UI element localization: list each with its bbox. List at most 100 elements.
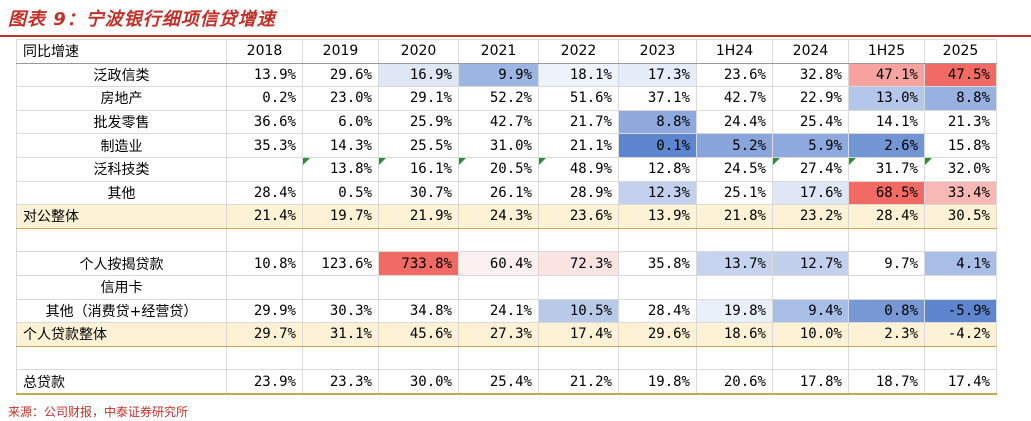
header-period: 2018 <box>226 39 303 64</box>
table-cell: 30.3% <box>302 298 379 324</box>
row-label: 个人按揭贷款 <box>16 251 227 276</box>
table-cell <box>618 227 697 253</box>
row-label: 其他（消费贷+经营贷） <box>16 298 227 324</box>
row-label: 个人贷款整体 <box>16 322 227 347</box>
table-cell <box>378 274 459 300</box>
table-cell: 25.4% <box>458 369 539 395</box>
table-cell: 24.4% <box>696 109 773 135</box>
table-row: 制造业 35.3% 14.3% 25.5% 31.0% 21.1% 0.1% 5.2% 5.9%… <box>16 133 997 158</box>
table-cell: 12.8% <box>618 156 697 182</box>
table-cell: 30.7% <box>378 180 459 206</box>
table-cell: 25.1% <box>696 180 773 206</box>
table-cell: 0.2% <box>226 86 303 111</box>
table-row: 总贷款 23.9% 23.3% 30.0% 25.4% 21.2% 19.8% 20.6% 17… <box>16 369 997 395</box>
table-cell: 22.9% <box>772 86 849 111</box>
table-cell: 52.2% <box>458 86 539 111</box>
header-period: 2021 <box>458 39 539 64</box>
table-cell <box>696 274 773 300</box>
table-cell <box>696 227 773 253</box>
table-cell: -4.2% <box>924 322 997 347</box>
table-cell: 24.5% <box>696 156 773 182</box>
table-cell: 5.9% <box>772 133 849 158</box>
table-cell: 27.4% <box>772 156 849 182</box>
header-period: 2024 <box>772 39 849 64</box>
row-label: 房地产 <box>16 86 227 111</box>
table-cell: 0.5% <box>302 180 379 206</box>
table-cell <box>538 345 619 371</box>
table-row: 房地产 0.2% 23.0% 29.1% 52.2% 51.6% 37.1% 42.7% 22.… <box>16 86 997 111</box>
table-cell <box>378 227 459 253</box>
table-cell <box>226 345 303 371</box>
table-cell: 14.1% <box>848 109 925 135</box>
table-cell: 37.1% <box>618 86 697 111</box>
row-label: 泛科技类 <box>16 156 227 182</box>
table-cell <box>772 345 849 371</box>
header-period: 2025 <box>924 39 997 64</box>
table-cell: 10.8% <box>226 251 303 276</box>
table-cell: 23.6% <box>538 204 619 229</box>
table-cell: 9.4% <box>772 298 849 324</box>
title-rule <box>0 35 1031 37</box>
table-cell: 21.7% <box>538 109 619 135</box>
row-label: 制造业 <box>16 133 227 158</box>
table-cell: 13.0% <box>848 86 925 111</box>
table-cell: 21.3% <box>924 109 997 135</box>
table-cell: 13.7% <box>696 251 773 276</box>
table-cell: 32.0% <box>924 156 997 182</box>
table-cell: 33.4% <box>924 180 997 206</box>
table-cell: 19.8% <box>696 298 773 324</box>
table-cell <box>302 227 379 253</box>
table-cell: 60.4% <box>458 251 539 276</box>
table-cell: 5.2% <box>696 133 773 158</box>
table-cell <box>696 345 773 371</box>
table-cell <box>302 274 379 300</box>
table-cell: 28.4% <box>618 298 697 324</box>
table-cell: 6.0% <box>302 109 379 135</box>
table-cell: 20.5% <box>458 156 539 182</box>
row-label: 信用卡 <box>16 274 227 300</box>
table-cell: 35.3% <box>226 133 303 158</box>
table-cell: 19.8% <box>618 369 697 395</box>
table-cell: 29.6% <box>302 62 379 88</box>
table-cell: 17.6% <box>772 180 849 206</box>
table-cell: 17.4% <box>924 369 997 395</box>
table-cell: 13.9% <box>618 204 697 229</box>
table-cell: 72.3% <box>538 251 619 276</box>
header-period: 2019 <box>302 39 379 64</box>
table-cell <box>848 345 925 371</box>
table-cell: 47.5% <box>924 62 997 88</box>
table-cell <box>458 345 539 371</box>
row-label <box>16 345 227 371</box>
row-label: 泛政信类 <box>16 62 227 88</box>
table-cell: 35.8% <box>618 251 697 276</box>
table-cell <box>772 227 849 253</box>
table-cell <box>924 274 997 300</box>
table-cell <box>226 156 303 182</box>
table-row: 个人贷款整体 29.7% 31.1% 45.6% 27.3% 17.4% 29.6% 18.6… <box>16 322 997 347</box>
source-note: 来源：公司财报，中泰证券研究所 <box>8 405 189 419</box>
header-period: 2020 <box>378 39 459 64</box>
table-cell <box>924 227 997 253</box>
table-cell: 12.3% <box>618 180 697 206</box>
table-cell: 29.1% <box>378 86 459 111</box>
table-cell: 42.7% <box>458 109 539 135</box>
table-row: 批发零售 36.6% 6.0% 25.9% 42.7% 21.7% 8.8% 24.4% 25.… <box>16 109 997 135</box>
table-cell: 18.7% <box>848 369 925 395</box>
table-cell: 21.1% <box>538 133 619 158</box>
table-row: 个人按揭贷款 10.8% 123.6% 733.8% 60.4% 72.3% 35.8% 13… <box>16 251 997 276</box>
table-cell: 27.3% <box>458 322 539 347</box>
table-cell <box>378 345 459 371</box>
header-label: 同比增速 <box>16 39 227 64</box>
table-cell: 25.5% <box>378 133 459 158</box>
table-cell <box>538 227 619 253</box>
header-period: 2022 <box>538 39 619 64</box>
table-row <box>16 227 997 253</box>
table-cell: 10.5% <box>538 298 619 324</box>
table-cell: 13.9% <box>226 62 303 88</box>
table-cell: 9.9% <box>458 62 539 88</box>
row-label: 批发零售 <box>16 109 227 135</box>
header-period: 1H25 <box>848 39 925 64</box>
figure-title: 图表 9：宁波银行细项信贷增速 <box>8 9 276 30</box>
table-cell <box>618 274 697 300</box>
table-cell: 21.8% <box>696 204 773 229</box>
